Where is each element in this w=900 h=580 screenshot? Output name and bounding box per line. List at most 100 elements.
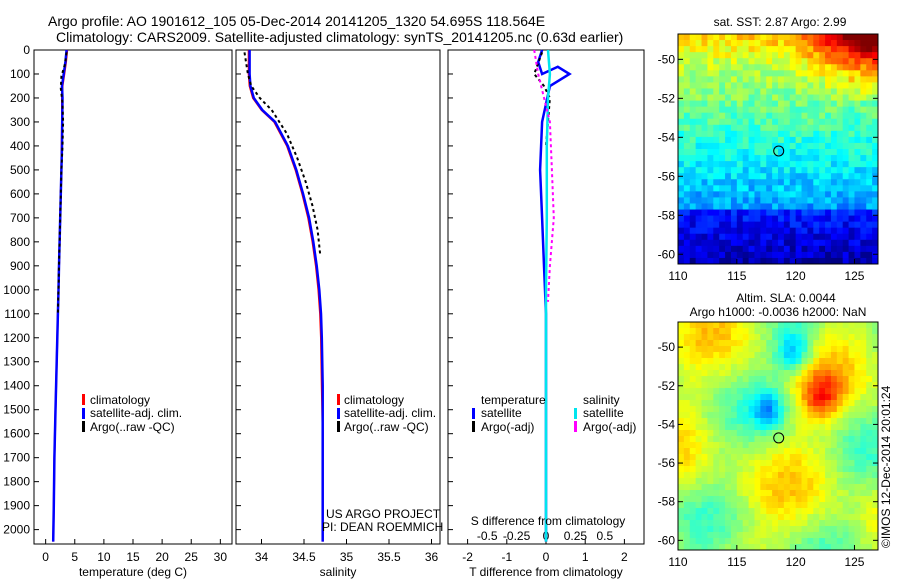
- heatmap-cell: [707, 406, 714, 413]
- heatmap-cell: [678, 52, 685, 59]
- heatmap-cell: [860, 532, 867, 539]
- heatmap-cell: [754, 376, 761, 383]
- heatmap-cell: [713, 442, 720, 449]
- heatmap-cell: [754, 418, 761, 425]
- heatmap-cell: [678, 245, 685, 253]
- heatmap-cell: [742, 400, 749, 407]
- heatmap-cell: [795, 215, 802, 223]
- heatmap-cell: [736, 490, 744, 497]
- heatmap-cell: [678, 352, 685, 359]
- heatmap-cell: [725, 173, 732, 180]
- heatmap-cell: [842, 520, 849, 527]
- heatmap-cell: [719, 460, 726, 467]
- heatmap-cell: [819, 215, 826, 223]
- heatmap-cell: [807, 161, 814, 168]
- heatmap-cell: [778, 478, 785, 485]
- heatmap-cell: [789, 490, 797, 497]
- heatmap-cell: [848, 40, 855, 47]
- salinity-legend: climatology satellite-adj. clim. Argo(..…: [337, 393, 436, 434]
- heatmap-cell: [872, 209, 879, 216]
- heatmap-cell: [830, 454, 838, 461]
- heatmap-cell: [807, 70, 814, 77]
- heatmap-cell: [795, 532, 802, 539]
- heatmap-cell: [830, 155, 838, 162]
- heatmap-cell: [754, 100, 761, 108]
- heatmap-cell: [778, 364, 785, 371]
- heatmap-cell: [866, 412, 873, 419]
- heatmap-cell: [707, 215, 714, 223]
- heatmap-cell: [819, 478, 826, 485]
- heatmap-cell: [866, 328, 873, 335]
- heatmap-cell: [836, 346, 844, 353]
- heatmap-cell: [701, 118, 708, 126]
- heatmap-cell: [830, 472, 838, 479]
- heatmap-cell: [725, 370, 732, 377]
- heatmap-cell: [783, 197, 791, 204]
- heatmap-cell: [754, 472, 761, 479]
- heatmap-cell: [801, 424, 808, 431]
- heatmap-cell: [842, 388, 849, 395]
- heatmap-cell: [842, 538, 849, 545]
- heatmap-cell: [713, 251, 720, 259]
- heatmap-cell: [713, 40, 720, 47]
- heatmap-cell: [848, 142, 855, 150]
- temperature-legend: climatology satellite-adj. clim. Argo(..…: [82, 393, 182, 434]
- legend-label-argo: Argo(..raw -QC): [90, 420, 175, 434]
- heatmap-cell: [689, 227, 697, 235]
- heatmap-cell: [707, 221, 714, 229]
- heatmap-cell: [848, 52, 855, 59]
- heatmap-cell: [872, 472, 879, 479]
- heatmap-cell: [736, 322, 744, 329]
- heatmap-cell: [719, 418, 726, 425]
- heatmap-cell: [725, 496, 732, 503]
- heatmap-cell: [813, 508, 820, 515]
- heatmap-cell: [754, 245, 761, 253]
- heatmap-cell: [778, 538, 785, 545]
- heatmap-cell: [842, 118, 849, 126]
- heatmap-cell: [772, 40, 779, 47]
- series-line-satellite-adj-clim-: [51, 49, 68, 542]
- heatmap-cell: [701, 334, 708, 341]
- heatmap-cell: [830, 382, 838, 389]
- heatmap-cell: [866, 544, 873, 551]
- heatmap-cell: [689, 328, 697, 335]
- heatmap-cell: [778, 370, 785, 377]
- heatmap-cell: [778, 358, 785, 365]
- heatmap-cell: [825, 40, 832, 47]
- heatmap-cell: [742, 382, 749, 389]
- heatmap-cell: [801, 130, 808, 138]
- heatmap-cell: [707, 412, 714, 419]
- heatmap-cell: [742, 52, 749, 59]
- heatmap-cell: [760, 245, 767, 253]
- sst-map-title: sat. SST: 2.87 Argo: 2.99: [714, 15, 847, 29]
- heatmap-cell: [725, 454, 732, 461]
- legend-swatch-temp-argo: [472, 421, 475, 432]
- heatmap-cell: [872, 340, 879, 347]
- heatmap-cell: [754, 64, 761, 71]
- heatmap-cell: [783, 406, 791, 413]
- heatmap-cell: [736, 544, 744, 551]
- heatmap-cell: [872, 406, 879, 413]
- heatmap-cell: [783, 424, 791, 431]
- heatmap-cell: [860, 358, 867, 365]
- heatmap-cell: [713, 532, 720, 539]
- heatmap-cell: [825, 136, 832, 144]
- heatmap-cell: [736, 58, 744, 65]
- heatmap-cell: [795, 502, 802, 509]
- heatmap-cell: [730, 215, 738, 223]
- heatmap-cell: [754, 430, 761, 437]
- heatmap-cell: [725, 130, 732, 138]
- heatmap-cell: [754, 197, 761, 204]
- heatmap-cell: [766, 52, 773, 59]
- heatmap-cell: [772, 215, 779, 223]
- heatmap-cell: [736, 100, 744, 108]
- heatmap-cell: [678, 544, 685, 551]
- heatmap-cell: [683, 209, 691, 216]
- heatmap-cell: [766, 257, 773, 265]
- heatmap-cell: [772, 52, 779, 59]
- heatmap-cell: [730, 149, 738, 156]
- heatmap-cell: [872, 130, 879, 138]
- heatmap-cell: [742, 430, 749, 437]
- heatmap-cell: [760, 239, 767, 247]
- heatmap-cell: [872, 142, 879, 150]
